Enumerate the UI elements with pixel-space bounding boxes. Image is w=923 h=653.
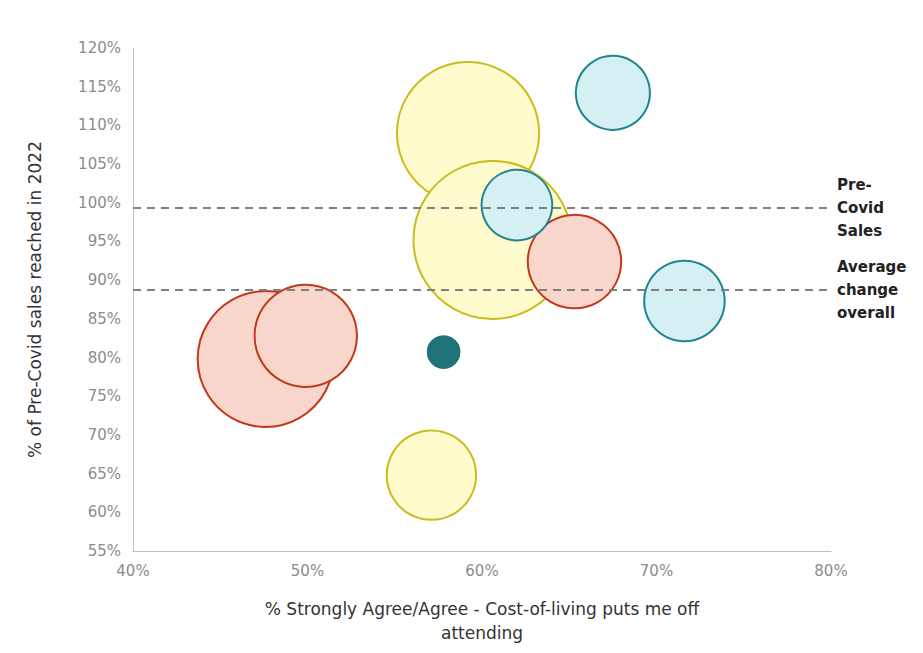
svg-text:change: change	[837, 281, 898, 299]
svg-text:75%: 75%	[88, 387, 121, 405]
svg-text:% Strongly Agree/Agree - Cost-: % Strongly Agree/Agree - Cost-of-living …	[265, 599, 701, 619]
svg-text:55%: 55%	[88, 542, 121, 560]
svg-text:105%: 105%	[78, 155, 121, 173]
svg-text:90%: 90%	[88, 271, 121, 289]
svg-text:50%: 50%	[291, 562, 324, 580]
svg-text:65%: 65%	[88, 465, 121, 483]
svg-text:115%: 115%	[78, 78, 121, 96]
svg-text:100%: 100%	[78, 194, 121, 212]
svg-text:70%: 70%	[640, 562, 673, 580]
svg-text:95%: 95%	[88, 232, 121, 250]
svg-text:Covid: Covid	[837, 199, 884, 217]
svg-text:70%: 70%	[88, 426, 121, 444]
svg-text:Sales: Sales	[837, 222, 882, 240]
svg-text:Average: Average	[837, 258, 906, 276]
svg-text:attending: attending	[441, 623, 523, 643]
svg-text:60%: 60%	[465, 562, 498, 580]
svg-text:80%: 80%	[814, 562, 847, 580]
svg-text:60%: 60%	[88, 503, 121, 521]
svg-text:overall: overall	[837, 304, 895, 322]
svg-text:110%: 110%	[78, 116, 121, 134]
svg-text:85%: 85%	[88, 310, 121, 328]
svg-text:40%: 40%	[116, 562, 149, 580]
svg-text:120%: 120%	[78, 39, 121, 57]
svg-text:Pre-: Pre-	[837, 176, 872, 194]
svg-text:80%: 80%	[88, 349, 121, 367]
svg-text:% of Pre-Covid sales reached i: % of Pre-Covid sales reached in 2022	[25, 141, 45, 458]
